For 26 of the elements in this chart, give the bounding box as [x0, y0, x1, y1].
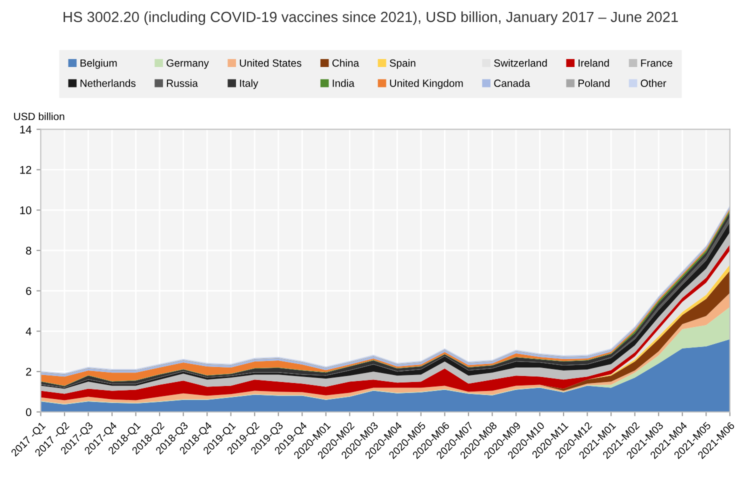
y-tick-label: 10	[20, 206, 32, 214]
legend-label: Russia	[166, 79, 198, 87]
legend-label: United States	[240, 59, 302, 67]
legend-label: United Kingdom	[390, 79, 463, 89]
legend-label: Other	[640, 79, 666, 87]
legend-label: Germany	[166, 59, 209, 69]
legend-label: China	[332, 59, 360, 67]
legend-label: Switzerland	[494, 59, 547, 67]
chart-title: HS 3002.20 (including COVID-19 vaccines since 2021), USD billion, January 2017 – June 2021	[64, 11, 678, 25]
legend-label: Spain	[390, 59, 416, 69]
y-tick-label: 8	[26, 246, 32, 255]
legend-label: Netherlands	[80, 79, 136, 87]
legend-label: France	[641, 59, 672, 67]
y-tick-label: 0	[26, 408, 32, 416]
y-tick-label: 2	[26, 368, 32, 376]
legend-label: Canada	[494, 79, 530, 87]
y-tick-label: 6	[26, 287, 32, 295]
legend-label: Poland	[578, 79, 610, 87]
y-tick-label: 12	[20, 166, 32, 174]
legend-label: Belgium	[80, 59, 117, 69]
y-tick-label: 14	[20, 126, 32, 134]
y-axis-title: USD billion	[14, 112, 64, 120]
legend-label: Ireland	[578, 59, 609, 67]
legend-label: India	[332, 79, 354, 87]
legend-label: Italy	[240, 79, 258, 89]
y-tick-label: 4	[26, 328, 32, 336]
